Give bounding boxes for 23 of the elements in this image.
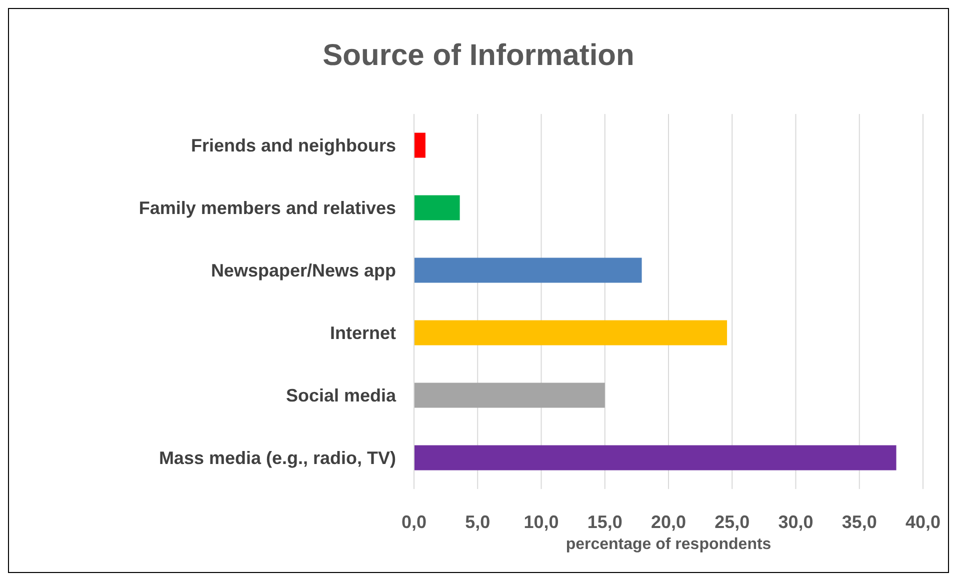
bar — [414, 132, 426, 158]
x-tick-label: 30,0 — [778, 512, 814, 532]
y-tick-label: Newspaper/News app — [210, 260, 396, 281]
chart-title: Source of Information — [322, 38, 636, 72]
bar — [414, 382, 605, 408]
y-tick-label: Family members and relatives — [138, 198, 396, 218]
y-tick-label: Mass media (e.g., radio, TV) — [158, 448, 396, 468]
x-tick-label: 5,0 — [465, 512, 490, 532]
x-tick-label: 25,0 — [714, 512, 750, 532]
bar — [414, 445, 896, 470]
x-tick-label: 20,0 — [650, 512, 686, 532]
y-tick-label: Internet — [330, 323, 396, 344]
x-tick-label: 40,0 — [905, 512, 941, 532]
y-tick-label: Friends and neighbours — [190, 136, 396, 156]
bar — [414, 195, 460, 220]
x-tick-label: 35,0 — [842, 512, 877, 532]
bar — [414, 258, 642, 283]
x-tick-label: 10,0 — [524, 512, 559, 532]
x-tick-label: 15,0 — [587, 512, 622, 532]
x-axis-title: percentage of respondents — [566, 536, 772, 553]
y-tick-label: Social media — [286, 386, 397, 406]
bar — [414, 320, 728, 346]
x-tick-label: 0,0 — [401, 512, 427, 532]
